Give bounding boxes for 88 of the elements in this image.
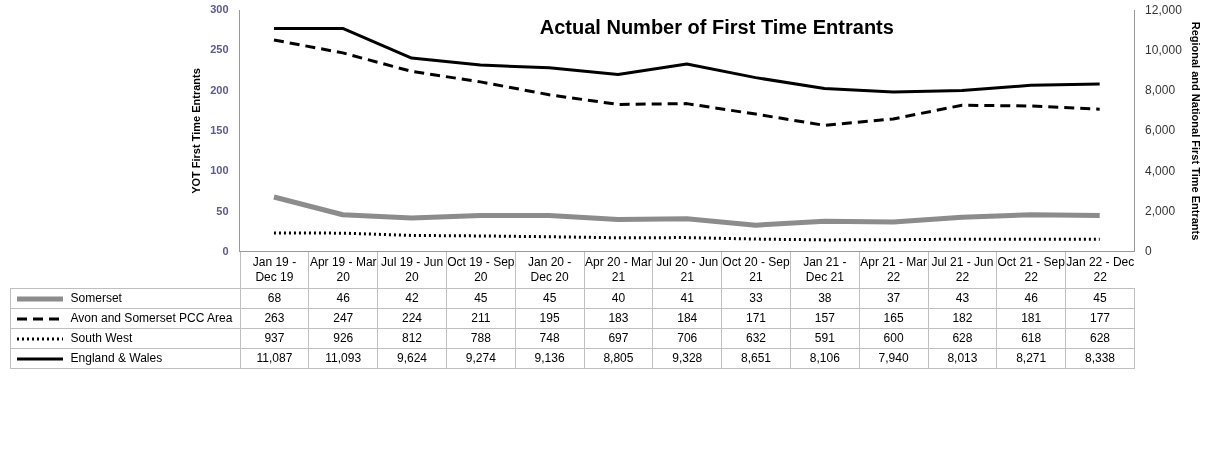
data-label: 33 <box>721 288 791 309</box>
x-tick-label: Apr 20 - Mar 21 <box>584 251 653 289</box>
y-axis-title: YOT First Time Entrants <box>189 68 202 194</box>
x-tick-label: Apr 21 - Mar 22 <box>859 251 929 289</box>
y2-tick-label: 2,000 <box>1145 203 1176 218</box>
data-label: 618 <box>996 328 1066 349</box>
data-label: 45 <box>446 288 516 309</box>
data-label: 46 <box>996 288 1066 309</box>
data-label: 600 <box>859 328 929 349</box>
data-label: 183 <box>584 308 653 329</box>
data-label: 182 <box>928 308 997 329</box>
data-label: 263 <box>240 308 309 329</box>
line-series <box>272 38 1102 127</box>
data-label: 165 <box>859 308 929 329</box>
y-tick-label: 50 <box>216 204 229 217</box>
y2-tick-label: 4,000 <box>1145 163 1176 178</box>
data-label: 45 <box>515 288 585 309</box>
data-label: 184 <box>652 308 722 329</box>
data-label: 697 <box>584 328 653 349</box>
x-tick-label: Jan 20 - Dec 20 <box>515 251 585 289</box>
y-tick-label: 150 <box>210 124 229 137</box>
line-series <box>272 231 1102 242</box>
legend-label: Avon and Somerset PCC Area <box>70 311 233 326</box>
data-label: 9,328 <box>652 348 722 369</box>
x-tick-label: Jul 21 - Jun 22 <box>928 251 997 289</box>
x-tick-label: Oct 20 - Sep 21 <box>721 251 791 289</box>
legend-label: South West <box>70 331 133 346</box>
y-tick-label: 100 <box>210 164 229 177</box>
data-label: 42 <box>377 288 447 309</box>
data-label: 38 <box>790 288 860 309</box>
data-label: 7,940 <box>859 348 929 369</box>
x-tick-label: Jan 21 - Dec 21 <box>790 251 860 289</box>
data-label: 706 <box>652 328 722 349</box>
data-label: 171 <box>721 308 791 329</box>
chart-title: Actual Number of First Time Entrants <box>539 15 894 38</box>
x-tick-label: Jan 22 - Dec 22 <box>1065 251 1135 289</box>
x-tick-label: Oct 19 - Sep 20 <box>446 251 516 289</box>
data-label: 632 <box>721 328 791 349</box>
data-label: 224 <box>377 308 447 329</box>
y2-tick-label: 0 <box>1145 244 1153 259</box>
data-label: 11,087 <box>240 348 309 369</box>
data-label: 247 <box>308 308 378 329</box>
y2-tick-label: 12,000 <box>1145 2 1183 17</box>
y-tick-label: 250 <box>210 43 229 56</box>
y-tick-label: 200 <box>210 83 229 96</box>
data-label: 177 <box>1065 308 1135 329</box>
x-tick-label: Jul 19 - Jun 20 <box>377 251 447 289</box>
x-tick-label: Jan 19 - Dec 19 <box>240 251 309 289</box>
data-label: 11,093 <box>308 348 378 369</box>
y2-tick-label: 8,000 <box>1145 83 1176 98</box>
data-label: 8,805 <box>584 348 653 369</box>
data-label: 68 <box>240 288 309 309</box>
data-label: 37 <box>859 288 929 309</box>
data-label: 628 <box>928 328 997 349</box>
y-tick-label: 300 <box>210 3 229 16</box>
data-label: 628 <box>1065 328 1135 349</box>
data-label: 9,136 <box>515 348 585 369</box>
data-label: 181 <box>996 308 1066 329</box>
data-label: 788 <box>446 328 516 349</box>
data-label: 8,106 <box>790 348 860 369</box>
data-label: 40 <box>584 288 653 309</box>
data-label: 812 <box>377 328 447 349</box>
data-label: 748 <box>515 328 585 349</box>
y-tick-label: 0 <box>222 244 229 257</box>
data-label: 211 <box>446 308 516 329</box>
x-tick-label: Jul 20 - Jun 21 <box>652 251 722 289</box>
data-label: 46 <box>308 288 378 309</box>
legend-label: England & Wales <box>70 351 163 366</box>
y2-tick-label: 6,000 <box>1145 123 1176 138</box>
x-tick-label: Oct 21 - Sep 22 <box>996 251 1066 289</box>
data-label: 8,651 <box>721 348 791 369</box>
legend-label: Somerset <box>70 291 122 306</box>
data-label: 937 <box>240 328 309 349</box>
data-label: 157 <box>790 308 860 329</box>
data-label: 8,338 <box>1065 348 1135 369</box>
data-label: 9,274 <box>446 348 516 369</box>
y2-tick-label: 10,000 <box>1145 42 1183 57</box>
data-label: 591 <box>790 328 860 349</box>
data-label: 8,013 <box>928 348 997 369</box>
data-label: 9,624 <box>377 348 447 369</box>
data-label: 195 <box>515 308 585 329</box>
data-label: 926 <box>308 328 378 349</box>
y2-axis-title: Regional and National First Time Entrants <box>1190 21 1203 241</box>
data-label: 43 <box>928 288 997 309</box>
data-label: 45 <box>1065 288 1135 309</box>
data-label: 8,271 <box>996 348 1066 369</box>
x-tick-label: Apr 19 - Mar 20 <box>308 251 378 289</box>
data-label: 41 <box>652 288 722 309</box>
